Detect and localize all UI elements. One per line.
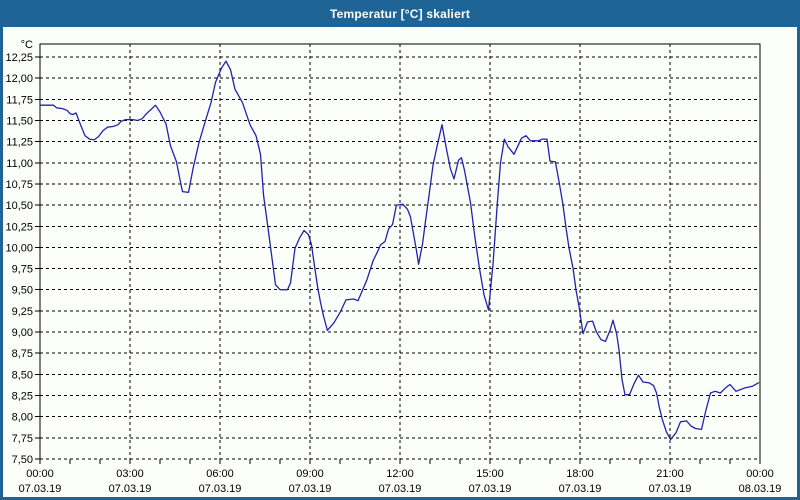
x-tick-time: 21:00 (656, 468, 684, 480)
y-tick-label: 8,50 (12, 369, 33, 381)
x-tick-date: 07.03.19 (199, 483, 242, 495)
y-tick-label: 10,50 (5, 200, 33, 212)
y-tick-label: 8,75 (12, 348, 33, 360)
x-tick-time: 00:00 (26, 468, 54, 480)
series-line-temperatur (39, 60, 760, 441)
x-tick-date: 08.03.19 (739, 483, 782, 495)
chart-area: 12,25 12,00 11,75 11,50 11,25 11,00 10,75 10,50… (3, 27, 797, 497)
y-axis-unit-label: °C (21, 39, 33, 51)
x-ticks (39, 459, 761, 464)
x-tick-time: 15:00 (476, 468, 504, 480)
x-tick-date: 07.03.19 (109, 483, 152, 495)
x-tick-time: 09:00 (296, 468, 324, 480)
y-tick-label: 11,25 (6, 137, 33, 149)
x-tick-date: 07.03.19 (469, 483, 512, 495)
y-tick-label: 12,25 (5, 52, 33, 64)
y-tick-label: 10,75 (5, 179, 33, 191)
y-tick-label: 10,25 (5, 221, 33, 233)
y-tick-label: 8,25 (12, 391, 33, 403)
x-tick-date: 07.03.19 (289, 483, 332, 495)
axis-frame (39, 43, 761, 459)
y-tick-label: 11,00 (6, 158, 33, 170)
x-tick-time: 06:00 (206, 468, 234, 480)
x-tick-time: 03:00 (116, 468, 144, 480)
title-bar: Temperatur [°C] skaliert (0, 0, 800, 27)
x-tick-date: 07.03.19 (19, 483, 62, 495)
y-tick-label: 12,00 (5, 73, 33, 85)
y-tick-label: 7,50 (12, 454, 33, 466)
y-tick-label: 11,50 (6, 115, 33, 127)
x-tick-date: 07.03.19 (379, 483, 422, 495)
x-tick-time: 12:00 (386, 468, 414, 480)
x-tick-time: 00:00 (746, 468, 774, 480)
temperature-chart: 12,25 12,00 11,75 11,50 11,25 11,00 10,75 10,50… (5, 39, 782, 495)
y-tick-label: 8,00 (12, 412, 33, 424)
x-tick-labels: 00:00 07.03.19 03:00 07.03.19 06:00 07.03.19 0… (19, 468, 782, 495)
x-tick-time: 18:00 (566, 468, 594, 480)
y-tick-label: 9,25 (12, 306, 33, 318)
y-tick-label: 9,75 (12, 264, 33, 276)
y-tick-label: 9,50 (12, 285, 33, 297)
y-tick-labels: 12,25 12,00 11,75 11,50 11,25 11,00 10,75 10,50… (5, 52, 33, 466)
y-tick-label: 9,00 (12, 327, 33, 339)
y-tick-label: 11,75 (6, 94, 33, 106)
y-tick-label: 7,75 (12, 433, 33, 445)
x-tick-date: 07.03.19 (649, 483, 692, 495)
v-gridlines (129, 44, 671, 459)
x-tick-date: 07.03.19 (559, 483, 602, 495)
y-ticks (35, 56, 40, 460)
y-tick-label: 10,00 (5, 242, 33, 254)
window-title: Temperatur [°C] skaliert (329, 6, 471, 21)
